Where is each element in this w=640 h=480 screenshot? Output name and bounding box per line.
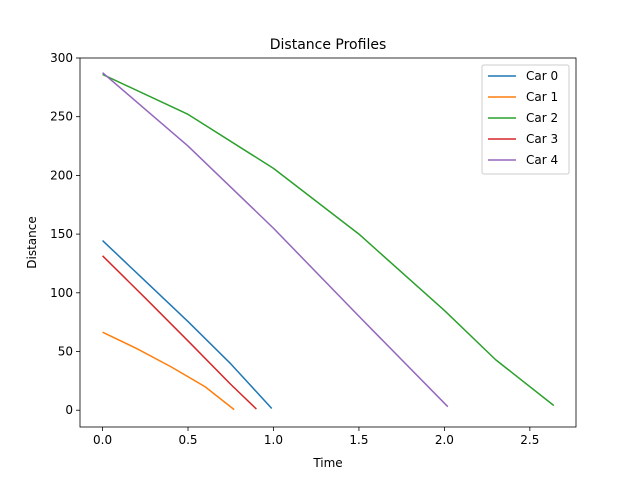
y-tick-label: 50	[58, 345, 73, 359]
legend-label: Car 2	[526, 111, 558, 125]
series-line-car-1	[102, 331, 235, 411]
y-tick-label: 150	[50, 227, 73, 241]
legend-label: Car 3	[526, 132, 558, 146]
legend-label: Car 0	[526, 69, 558, 83]
x-axis-label: Time	[312, 456, 342, 470]
y-tick-label: 300	[50, 51, 73, 65]
x-axis: 0.0 0.5 1.0 1.5 2.0 2.5	[93, 427, 539, 447]
y-axis: 0 50 100 150 200 250 300	[50, 51, 80, 417]
legend: Car 0 Car 1 Car 2 Car 3 Car 4	[481, 64, 570, 175]
legend-item: Car 2	[488, 111, 558, 125]
y-axis-label: Distance	[25, 216, 39, 268]
legend-label: Car 1	[526, 90, 558, 104]
legend-item: Car 3	[488, 132, 558, 146]
legend-item: Car 1	[488, 90, 558, 104]
y-tick-label: 200	[50, 168, 73, 182]
x-tick-label: 1.0	[264, 433, 283, 447]
series-line-car-0	[102, 240, 273, 409]
chart-title: Distance Profiles	[270, 37, 387, 53]
plot-frame	[79, 57, 577, 428]
x-tick-label: 2.5	[520, 433, 539, 447]
y-tick-label: 250	[50, 110, 73, 124]
series-line-car-2	[102, 73, 555, 407]
legend-box	[481, 64, 570, 175]
y-tick-label: 0	[65, 403, 73, 417]
plot-area	[102, 72, 555, 411]
x-tick-label: 0.5	[178, 433, 197, 447]
y-tick-label: 100	[50, 286, 73, 300]
legend-item: Car 4	[488, 153, 558, 167]
x-tick-label: 1.5	[349, 433, 368, 447]
series-line-car-4	[102, 72, 449, 408]
x-tick-label: 2.0	[435, 433, 454, 447]
legend-label: Car 4	[526, 153, 558, 167]
series-line-car-3	[102, 255, 257, 410]
legend-item: Car 0	[488, 69, 558, 83]
x-tick-label: 0.0	[93, 433, 112, 447]
